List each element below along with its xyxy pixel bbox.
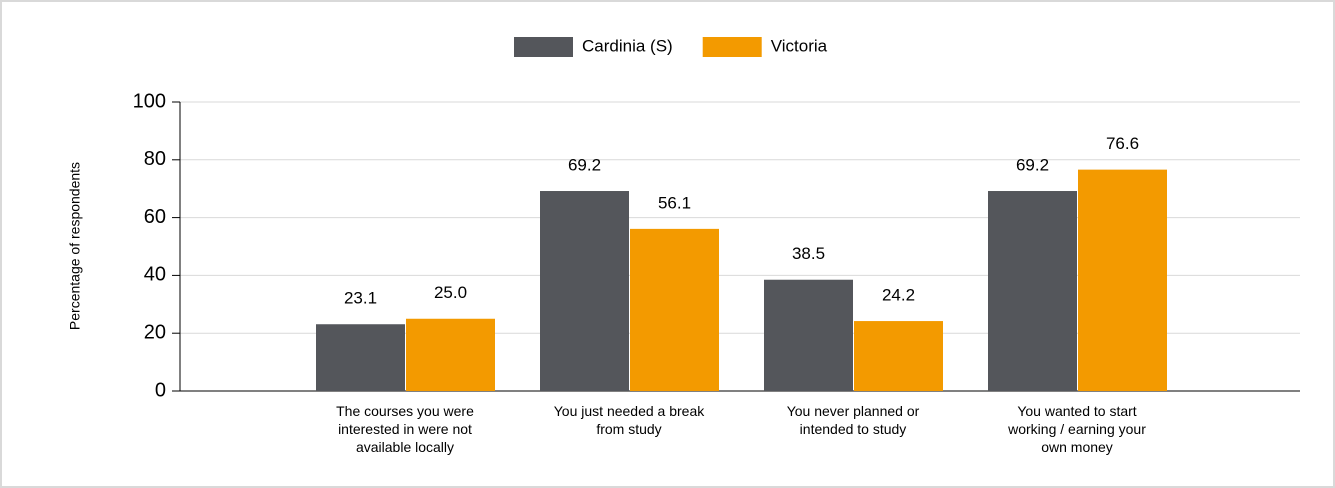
- bar: [540, 191, 629, 391]
- value-label: 25.0: [434, 283, 467, 302]
- legend-label: Victoria: [771, 36, 828, 55]
- bar: [764, 279, 853, 391]
- x-tick-label: You just needed a break from study: [554, 403, 705, 437]
- x-tick-label: You wanted to start working / earning you…: [1007, 403, 1146, 455]
- value-label: 56.1: [658, 193, 691, 212]
- y-tick-label: 20: [144, 321, 166, 343]
- y-tick-label: 40: [144, 264, 166, 286]
- legend-swatch: [702, 37, 762, 57]
- x-tick-label: You never planned or intended to study: [787, 403, 920, 437]
- value-label: 23.1: [344, 289, 377, 308]
- value-label: 38.5: [792, 244, 825, 263]
- bar: [854, 321, 943, 391]
- value-label: 76.6: [1106, 134, 1139, 153]
- value-label: 69.2: [1016, 155, 1049, 174]
- bar: [316, 324, 405, 391]
- legend-swatch: [514, 37, 573, 57]
- y-tick-label: 100: [133, 90, 166, 112]
- bar: [988, 191, 1077, 391]
- bar: [1078, 169, 1167, 391]
- x-tick-label: The courses you were interested in were n…: [336, 403, 474, 455]
- value-label: 69.2: [568, 155, 601, 174]
- y-tick-label: 0: [155, 379, 166, 401]
- bar: [630, 228, 719, 391]
- legend-label: Cardinia (S): [582, 36, 673, 55]
- value-label: 24.2: [882, 286, 915, 305]
- y-axis-label: Percentage of respondents: [67, 162, 83, 330]
- y-tick-label: 60: [144, 206, 166, 228]
- y-tick-label: 80: [144, 148, 166, 170]
- bar: [406, 318, 495, 391]
